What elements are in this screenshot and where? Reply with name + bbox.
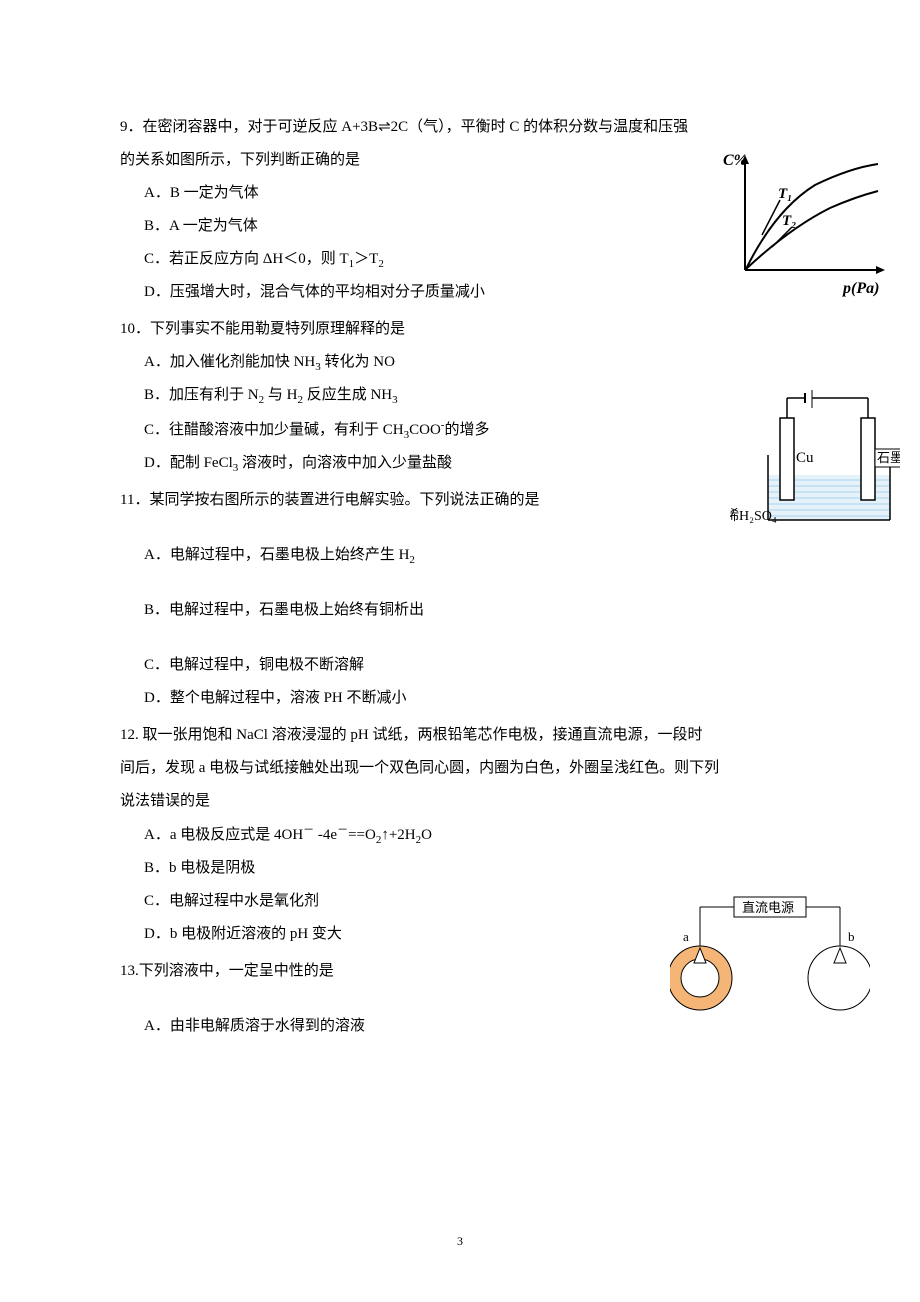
cu-label: Cu bbox=[796, 450, 814, 466]
p-pa-label: p(Pa) bbox=[841, 280, 879, 297]
c-percent-label: C% bbox=[723, 152, 747, 169]
q9-stem-1: 9．在密闭容器中，对于可逆反应 A+3B bbox=[120, 119, 378, 135]
t1-label: T₁ bbox=[778, 186, 792, 202]
page-number: 3 bbox=[457, 1228, 463, 1254]
q10-option-d: D．配制 FeCl3 溶液时，向溶液中加入少量盐酸 bbox=[120, 447, 830, 480]
q11-option-a: A．电解过程中，石墨电极上始终产生 H2 bbox=[120, 539, 830, 572]
q12-option-b: B．b 电极是阴极 bbox=[120, 852, 830, 885]
q12-option-a: A．a 电极反应式是 4OH－ -4e－==O2↑+2H2O bbox=[120, 818, 830, 852]
electrolysis-cell-diagram: Cu 石墨 稀H₂SO₄ bbox=[730, 390, 900, 545]
dc-power-circles-diagram: 直流电源 a b bbox=[670, 893, 870, 1013]
t2-label: T₂ bbox=[782, 213, 796, 229]
a-label: a bbox=[683, 929, 689, 944]
q11-option-b: B．电解过程中，石墨电极上始终有铜析出 bbox=[120, 594, 830, 627]
b-label: b bbox=[848, 929, 855, 944]
q11-stem: 11．某同学按右图所示的装置进行电解实验。下列说法正确的是 bbox=[120, 484, 830, 517]
graphite-label: 石墨 bbox=[877, 450, 900, 465]
q12-stem-2: 间后，发现 a 电极与试纸接触处出现一个双色同心圆，内圈为白色，外圈呈浅红色。则… bbox=[120, 752, 830, 785]
reversible-arrow: ⇌ bbox=[378, 118, 391, 135]
q12-stem-1: 12. 取一张用饱和 NaCl 溶液浸湿的 pH 试纸，两根铅笔芯作电极，接通直… bbox=[120, 719, 830, 752]
q11-option-c: C．电解过程中，铜电极不断溶解 bbox=[120, 649, 830, 682]
solution-label: 稀H₂SO₄ bbox=[730, 508, 777, 524]
q10-option-b: B．加压有利于 N2 与 H2 反应生成 NH3 bbox=[120, 379, 830, 412]
q10-option-c: C．往醋酸溶液中加少量碱，有利于 CH3COO-的增多 bbox=[120, 413, 830, 447]
q13-option-a: A．由非电解质溶于水得到的溶液 bbox=[120, 1010, 830, 1043]
q12-stem-3: 说法错误的是 bbox=[120, 785, 830, 818]
q11-option-d: D．整个电解过程中，溶液 PH 不断减小 bbox=[120, 682, 830, 715]
q10-option-a: A．加入催化剂能加快 NH3 转化为 NO bbox=[120, 346, 830, 379]
question-11: 11．某同学按右图所示的装置进行电解实验。下列说法正确的是 A．电解过程中，石墨… bbox=[120, 484, 830, 715]
q9-stem-2: 2C（气），平衡时 C 的体积分数与温度和压强 bbox=[391, 119, 689, 135]
equilibrium-graph: C% p(Pa) T₁ T₂ bbox=[720, 150, 900, 300]
q10-stem: 10．下列事实不能用勒夏特列原理解释的是 bbox=[120, 313, 830, 346]
power-label: 直流电源 bbox=[742, 900, 794, 915]
question-10: 10．下列事实不能用勒夏特列原理解释的是 A．加入催化剂能加快 NH3 转化为 … bbox=[120, 313, 830, 480]
